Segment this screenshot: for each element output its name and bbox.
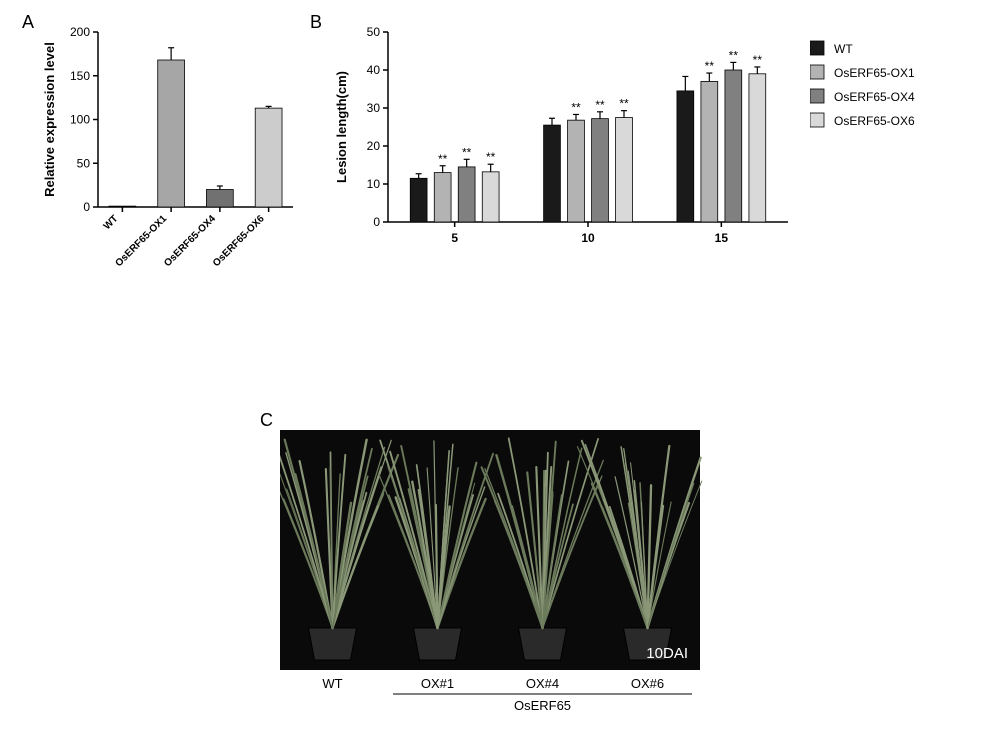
- svg-text:0: 0: [373, 215, 380, 229]
- svg-text:Lesion length(cm): Lesion length(cm): [334, 71, 349, 183]
- svg-text:OsERF65: OsERF65: [514, 698, 571, 713]
- svg-text:WT: WT: [834, 42, 853, 56]
- chart-a: 050100150200Relative expression levelWTO…: [40, 20, 320, 315]
- panel-c-image: 10DAI WT OX#1 OX#4 OX#6 OsERF65: [280, 430, 720, 730]
- svg-text:**: **: [619, 97, 629, 111]
- svg-text:**: **: [729, 48, 739, 62]
- svg-text:OsERF65-OX6: OsERF65-OX6: [834, 114, 915, 128]
- svg-text:0: 0: [83, 200, 90, 214]
- panel-a-label: A: [22, 12, 34, 33]
- svg-text:OsERF65-OX1: OsERF65-OX1: [834, 66, 915, 80]
- svg-text:15: 15: [715, 231, 729, 245]
- svg-text:OsERF65-OX6: OsERF65-OX6: [211, 213, 267, 269]
- svg-text:20: 20: [367, 139, 381, 153]
- svg-text:OX#4: OX#4: [526, 676, 559, 691]
- panel-c-label: C: [260, 410, 273, 431]
- svg-text:OX#6: OX#6: [631, 676, 664, 691]
- svg-text:OsERF65-OX1: OsERF65-OX1: [114, 213, 170, 269]
- svg-text:**: **: [462, 145, 472, 159]
- svg-text:**: **: [705, 59, 715, 73]
- svg-text:100: 100: [70, 113, 90, 127]
- svg-text:5: 5: [451, 231, 458, 245]
- svg-text:OX#1: OX#1: [421, 676, 454, 691]
- svg-text:10: 10: [581, 231, 595, 245]
- chart-b-legend: WT OsERF65-OX1 OsERF65-OX4 OsERF65-OX6: [810, 35, 990, 160]
- svg-text:**: **: [753, 53, 763, 67]
- svg-text:**: **: [486, 150, 496, 164]
- svg-text:150: 150: [70, 69, 90, 83]
- svg-text:OsERF65-OX4: OsERF65-OX4: [834, 90, 915, 104]
- chart-b: 0 10 20 30 40 50 Lesion length(cm) ** ** ** 5 ** ** *…: [330, 20, 810, 285]
- svg-text:WT: WT: [102, 213, 121, 232]
- svg-text:Relative expression level: Relative expression level: [42, 42, 57, 197]
- svg-text:10: 10: [367, 177, 381, 191]
- svg-text:40: 40: [367, 63, 381, 77]
- svg-text:**: **: [438, 152, 448, 166]
- svg-text:WT: WT: [322, 676, 342, 691]
- svg-text:50: 50: [77, 156, 91, 170]
- svg-text:200: 200: [70, 25, 90, 39]
- svg-text:30: 30: [367, 101, 381, 115]
- svg-text:50: 50: [367, 25, 381, 39]
- svg-text:10DAI: 10DAI: [646, 645, 688, 662]
- svg-text:**: **: [571, 100, 581, 114]
- svg-text:**: **: [595, 98, 605, 112]
- svg-text:OsERF65-OX4: OsERF65-OX4: [162, 213, 218, 269]
